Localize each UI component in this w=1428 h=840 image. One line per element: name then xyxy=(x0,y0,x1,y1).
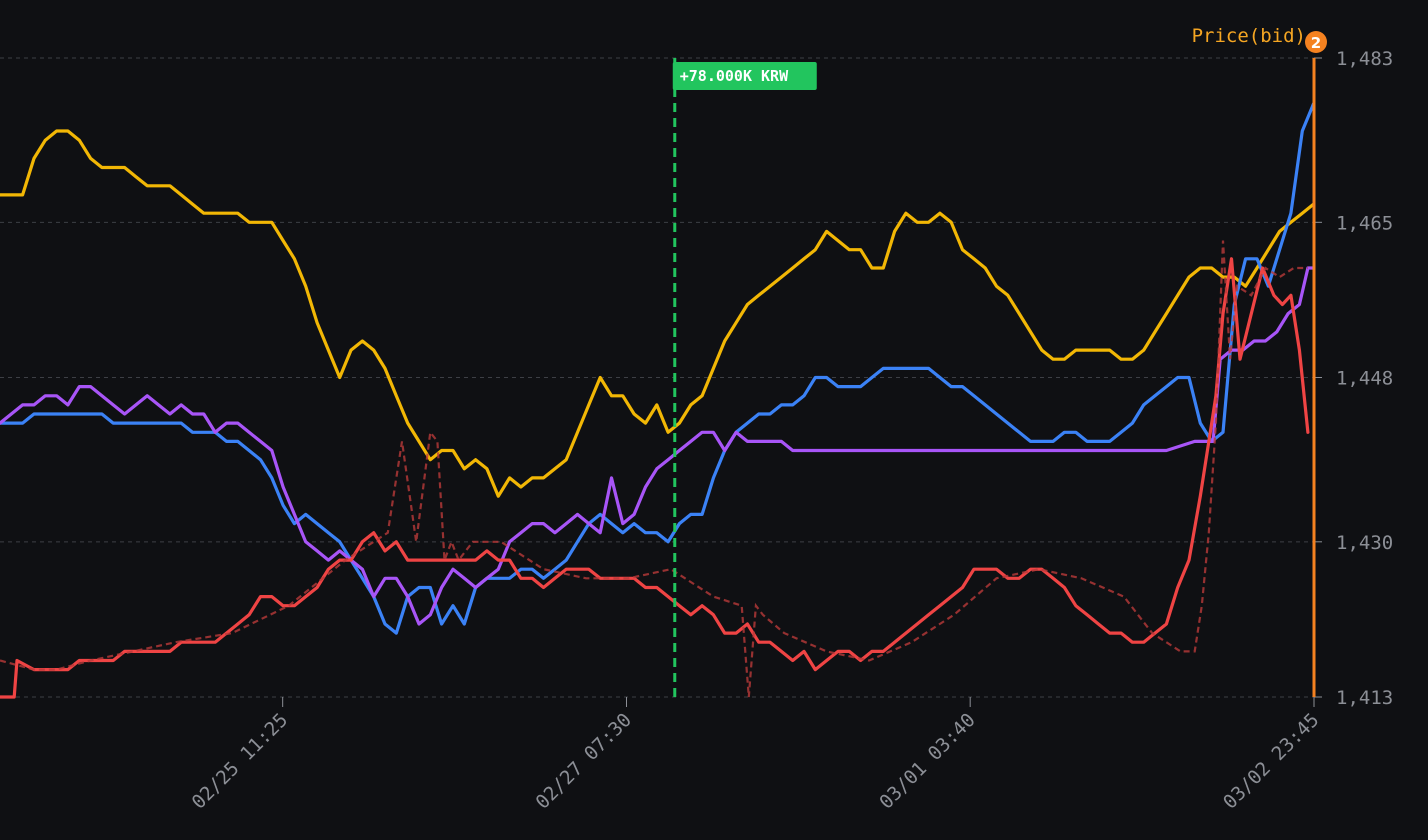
series-line-red-dashed xyxy=(0,240,1308,698)
axis-badge-label: 2 xyxy=(1311,34,1321,52)
series-line-yellow xyxy=(0,129,1316,498)
x-tick-label: 02/25 11:25 xyxy=(188,709,293,814)
callout-label: +78.000K KRW xyxy=(680,67,789,85)
series-line-purple xyxy=(0,266,1316,626)
y-tick-label: 1,483 xyxy=(1336,48,1393,70)
axis-badge xyxy=(1305,31,1327,53)
axis-title: Price(bid) xyxy=(1192,25,1306,47)
x-tick-label: 02/27 07:30 xyxy=(531,709,636,814)
series-line-blue xyxy=(0,101,1316,635)
callout-badge xyxy=(672,62,817,90)
x-tick-label: 03/01 03:40 xyxy=(875,709,980,814)
y-tick-label: 1,430 xyxy=(1336,532,1393,554)
marker-layer: +78.000K KRW xyxy=(672,58,817,697)
y-tick-label: 1,413 xyxy=(1336,687,1393,709)
y-tick-label: 1,448 xyxy=(1336,368,1393,390)
x-tick-label: 03/02 23:45 xyxy=(1219,709,1324,814)
series-line-red xyxy=(0,257,1310,699)
grid-layer xyxy=(0,57,1314,698)
y-tick-label: 1,465 xyxy=(1336,212,1393,234)
series-layer xyxy=(0,101,1316,699)
